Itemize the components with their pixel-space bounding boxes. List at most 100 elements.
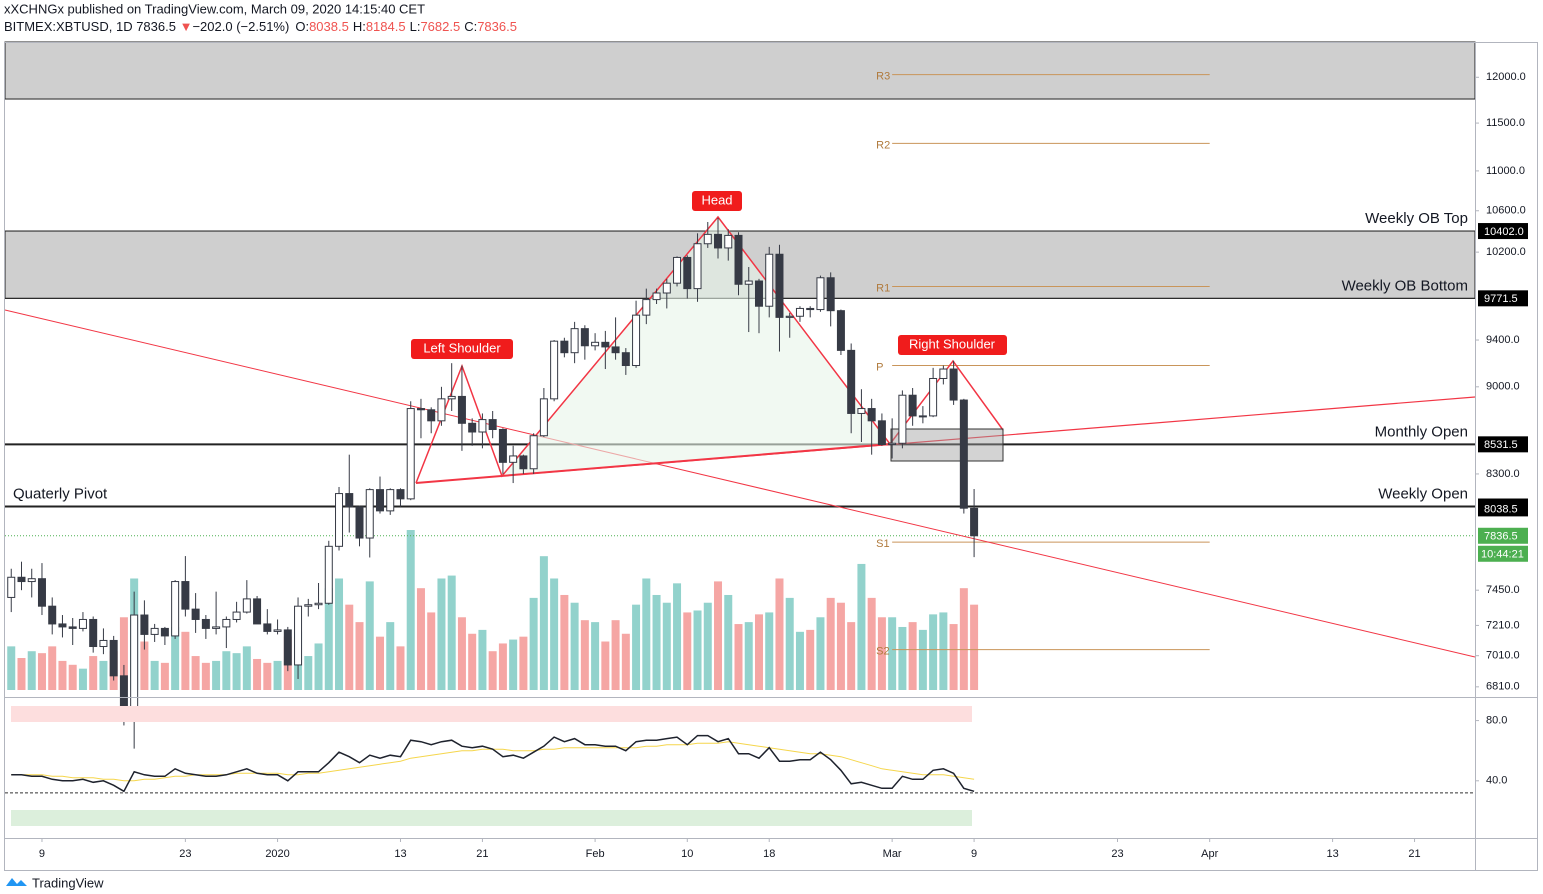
pivot-label: R1 [876,282,890,294]
candle-body [550,340,559,400]
x-tick-label: 21 [1408,848,1420,860]
candle-body [150,627,159,635]
candle-body [744,280,753,285]
candle-body [324,545,333,604]
y-tick-label: 8300.0 [1486,468,1520,480]
ohlc-key: O: [295,19,309,34]
price-label: 8531.5 [1484,439,1518,451]
overbought-band [11,706,972,722]
volume-bar [816,617,825,690]
candle-body [591,341,600,347]
candle-body [171,581,180,637]
volume-bar [273,660,282,690]
volume-bar [836,602,845,690]
volume-bar [929,614,938,690]
candle-body [765,253,774,307]
countdown-box [1478,545,1528,562]
pivot-label: S1 [876,538,889,550]
volume-bar [191,656,200,690]
candle-body [673,256,682,284]
candle-body [37,578,46,607]
candle-body [68,626,77,629]
y-tick-label: 12000.0 [1486,71,1526,83]
symbol-line: BITMEX:XBTUSD, 1D 7836.5 ▼−202.0 (−2.51%… [4,19,517,34]
candle-body [375,489,384,512]
y-tick-label: 9400.0 [1486,334,1520,346]
candle-body [304,604,313,607]
candle-body [867,408,876,422]
candle-body [970,507,979,537]
ohlc-key: C: [464,19,477,34]
x-tick-label: 21 [476,848,488,860]
volume-bar [560,594,569,690]
head-label-box [692,191,742,211]
volume-bar [826,597,835,690]
candle-body [263,623,272,632]
x-tick-label: 9 [971,848,977,860]
volume-bar [232,653,241,690]
candle-body [632,314,641,367]
ohlc-value: 8038.5 [309,19,349,34]
candle-body [58,623,67,628]
volume-bar [335,578,344,690]
volume-bar [478,629,487,690]
candle-body [478,419,487,433]
x-tick-label: 23 [179,848,191,860]
outer-border [4,42,1538,871]
volume-bar [181,631,190,690]
candle-body [273,629,282,632]
ohlc-key: L: [410,19,421,34]
candle-body [468,422,477,433]
countdown: 10:44:21 [1481,549,1524,561]
candle-body [816,277,825,311]
x-tick-label: Mar [883,848,902,860]
volume-bar [591,622,600,690]
x-tick-label: 13 [1326,848,1338,860]
volume-bar [365,581,374,690]
volume-bar [509,639,518,690]
volume-bar [37,653,46,690]
frame [4,42,1538,871]
pivot-label: P [876,361,883,373]
volume-bar [416,588,425,690]
candle-body [335,493,344,547]
volume-bar [7,646,16,690]
candle-body [693,243,702,290]
down-arrow: ▼ [180,19,193,34]
volume-bar [529,597,538,690]
candle-body [48,605,57,625]
pivot-label: S2 [876,645,889,657]
volume-bar [222,651,231,690]
candle-body [888,442,897,446]
volume-bar [48,646,57,690]
candle-body [714,233,723,249]
price-label: 7836.5 [1484,531,1518,543]
volume-bar [242,646,251,690]
candle-body [447,395,456,400]
volume-bar [775,578,784,690]
candle-body [611,346,620,354]
candle-body [775,253,784,318]
price-label-box [1478,223,1528,240]
volume-bar [632,604,641,690]
candle-body [181,581,190,610]
candle-body [396,489,405,500]
candle-body [498,428,507,463]
volume-bar [119,617,128,690]
candle-body [652,292,661,301]
volume-bar [877,617,886,690]
volume-bar [253,658,262,690]
volume-bar [580,620,589,690]
volume-bar [212,660,221,690]
candle-body [7,576,16,598]
volume-bar [621,633,630,690]
indicator-values [11,734,975,793]
price-label: 9771.5 [1484,293,1518,305]
candle-body [601,341,610,348]
candle-body [918,415,927,418]
ohlc-key: H: [353,19,366,34]
volume-bar [140,641,149,690]
candle-body [877,420,886,446]
volume-bar [304,656,313,690]
volume-bar [68,664,77,690]
